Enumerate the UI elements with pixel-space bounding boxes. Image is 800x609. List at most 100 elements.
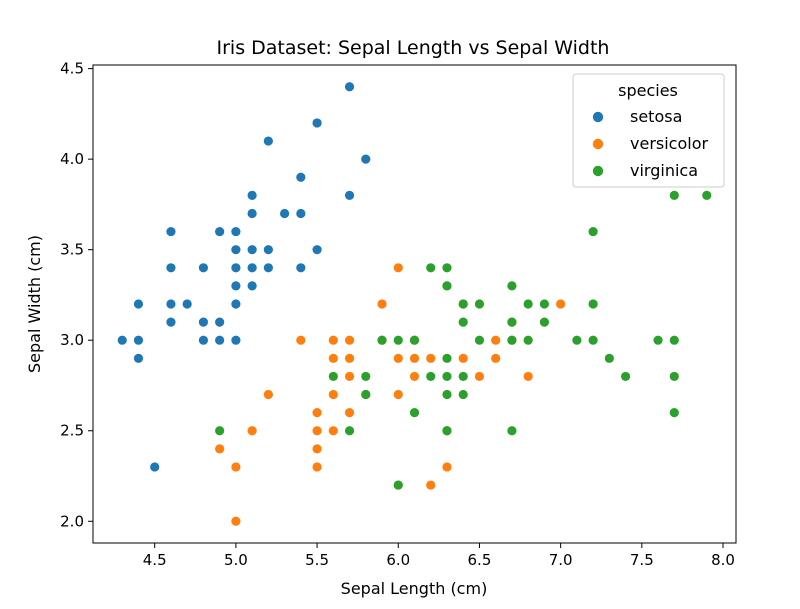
point-setosa-35 — [312, 245, 322, 255]
point-setosa-3 — [133, 353, 144, 363]
point-versicolor-8 — [312, 444, 322, 454]
point-versicolor-12 — [328, 389, 338, 400]
point-setosa-9 — [182, 299, 192, 309]
plot-frame — [92, 64, 737, 544]
legend-marker-setosa — [592, 111, 604, 123]
point-setosa-21 — [231, 335, 241, 345]
point-setosa-38 — [361, 154, 371, 164]
point-versicolor-0 — [215, 444, 225, 454]
point-setosa-29 — [263, 263, 273, 273]
point-setosa-30 — [280, 208, 290, 219]
point-virginica-36 — [604, 353, 614, 363]
point-virginica-2 — [344, 426, 355, 436]
point-versicolor-22 — [393, 353, 403, 363]
x-axis: 4.5 5.0 5.5 6.0 6.5 7.0 7.5 8.0 — [143, 543, 735, 569]
point-setosa-34 — [312, 118, 322, 128]
point-setosa-8 — [166, 317, 176, 327]
legend-label-versicolor: versicolor — [630, 134, 708, 153]
point-virginica-27 — [507, 426, 517, 436]
legend-marker-virginica — [592, 165, 604, 177]
point-versicolor-36 — [491, 335, 501, 345]
legend-items: setosa versicolor virginica — [592, 107, 708, 180]
x-axis-title: Sepal Length (cm) — [341, 579, 488, 598]
point-versicolor-2 — [231, 516, 241, 526]
point-virginica-24 — [507, 281, 517, 291]
point-versicolor-13 — [328, 426, 338, 436]
point-setosa-16 — [231, 226, 241, 237]
point-virginica-5 — [377, 335, 387, 345]
point-versicolor-37 — [491, 353, 501, 363]
point-virginica-29 — [523, 335, 533, 345]
point-versicolor-11 — [328, 353, 338, 363]
point-setosa-20 — [231, 299, 241, 309]
point-virginica-32 — [572, 335, 582, 345]
point-virginica-9 — [409, 408, 420, 418]
point-versicolor-27 — [409, 371, 420, 382]
point-setosa-17 — [231, 245, 241, 255]
point-setosa-4 — [150, 462, 160, 472]
y-tick-label: 3.0 — [60, 331, 84, 349]
point-virginica-18 — [458, 299, 468, 309]
point-setosa-14 — [215, 317, 225, 327]
point-setosa-36 — [344, 82, 355, 92]
x-tick-label: 7.0 — [549, 551, 573, 569]
point-setosa-23 — [247, 208, 257, 219]
point-virginica-22 — [474, 299, 485, 309]
point-versicolor-5 — [296, 335, 306, 345]
point-setosa-5 — [166, 226, 176, 237]
point-virginica-40 — [669, 335, 679, 345]
x-tick-label: 7.5 — [630, 551, 654, 569]
point-setosa-1 — [133, 299, 144, 309]
point-virginica-35 — [588, 335, 598, 345]
plot-points — [117, 82, 712, 526]
point-setosa-18 — [231, 263, 241, 273]
point-versicolor-35 — [474, 371, 485, 382]
point-setosa-7 — [166, 299, 176, 309]
point-versicolor-32 — [442, 462, 452, 472]
point-versicolor-17 — [344, 408, 355, 418]
point-setosa-19 — [231, 281, 241, 291]
point-setosa-22 — [247, 190, 257, 200]
point-setosa-26 — [247, 281, 257, 291]
point-virginica-6 — [393, 335, 403, 345]
point-virginica-13 — [442, 281, 452, 291]
point-virginica-33 — [588, 226, 598, 237]
point-versicolor-19 — [377, 299, 387, 309]
point-setosa-15 — [215, 335, 225, 345]
point-setosa-12 — [198, 335, 209, 345]
point-setosa-27 — [263, 136, 273, 146]
point-virginica-30 — [539, 299, 549, 309]
point-setosa-6 — [166, 263, 176, 273]
point-virginica-38 — [653, 335, 663, 345]
point-virginica-37 — [620, 371, 631, 382]
point-setosa-11 — [198, 317, 209, 327]
point-versicolor-3 — [247, 426, 257, 436]
point-versicolor-40 — [523, 371, 533, 382]
point-virginica-11 — [426, 371, 436, 382]
point-virginica-3 — [361, 371, 371, 382]
y-tick-label: 4.5 — [60, 60, 84, 78]
y-tick-label: 2.0 — [60, 512, 84, 530]
point-versicolor-28 — [426, 353, 436, 363]
x-tick-label: 6.5 — [468, 551, 492, 569]
point-virginica-12 — [442, 263, 452, 273]
point-setosa-32 — [296, 208, 306, 219]
y-tick-label: 4.0 — [60, 150, 84, 168]
point-setosa-25 — [247, 263, 257, 273]
point-versicolor-29 — [426, 480, 436, 490]
point-virginica-39 — [669, 190, 679, 200]
point-virginica-7 — [393, 480, 403, 490]
point-virginica-43 — [702, 190, 712, 200]
x-tick-label: 4.5 — [143, 551, 167, 569]
x-tick-label: 5.5 — [305, 551, 329, 569]
point-versicolor-21 — [393, 263, 403, 273]
y-axis: 2.0 2.5 3.0 3.5 4.0 4.5 — [60, 60, 93, 530]
point-setosa-31 — [296, 172, 306, 182]
point-virginica-26 — [507, 335, 517, 345]
point-virginica-4 — [361, 389, 371, 400]
point-versicolor-26 — [409, 353, 420, 363]
point-virginica-34 — [588, 299, 598, 309]
legend-marker-versicolor — [592, 138, 604, 150]
